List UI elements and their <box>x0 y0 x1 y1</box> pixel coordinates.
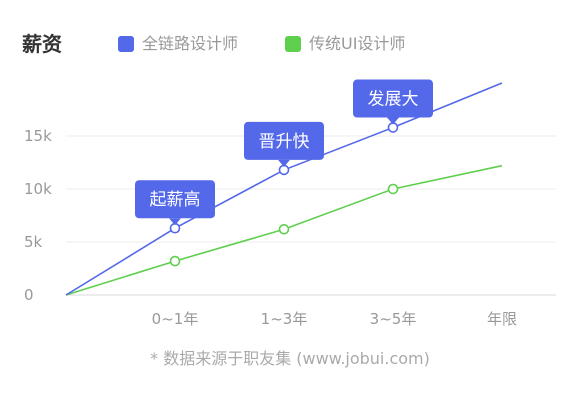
legend-label-full-stack: 全链路设计师 <box>142 34 239 53</box>
x-tick-label: 3~5年 <box>370 310 417 328</box>
y-tick-label: 10k <box>24 180 52 198</box>
legend-label-traditional-ui: 传统UI设计师 <box>309 34 406 53</box>
callout-box <box>135 180 215 219</box>
chart-title: 薪资 <box>22 32 62 56</box>
legend-item-traditional-ui: 传统UI设计师 <box>285 33 405 55</box>
legend-swatch-full-stack <box>118 36 134 52</box>
y-tick-label: 5k <box>24 233 43 251</box>
y-tick-label: 0 <box>24 286 34 304</box>
y-tick-label: 15k <box>24 127 52 145</box>
callout-box <box>244 121 324 160</box>
x-tick-label: 年限 <box>487 310 517 328</box>
data-point-marker <box>278 223 290 235</box>
callout-label: 起薪高 <box>150 190 201 210</box>
callout-box <box>353 79 433 118</box>
data-point-marker <box>169 255 181 267</box>
x-tick-label: 0~1年 <box>152 310 199 328</box>
x-tick-label: 1~3年 <box>261 310 308 328</box>
callout-pointer <box>169 218 181 226</box>
callout-pointer <box>278 159 290 167</box>
data-source-note: * 数据来源于职友集 (www.jobui.com) <box>150 349 430 368</box>
callout-label: 发展大 <box>368 90 419 110</box>
data-point-marker <box>387 183 399 195</box>
legend-swatch-traditional-ui <box>285 36 301 52</box>
callout-label: 晋升快 <box>259 132 310 152</box>
legend-item-full-stack: 全链路设计师 <box>118 33 238 55</box>
callout-pointer <box>387 117 399 125</box>
